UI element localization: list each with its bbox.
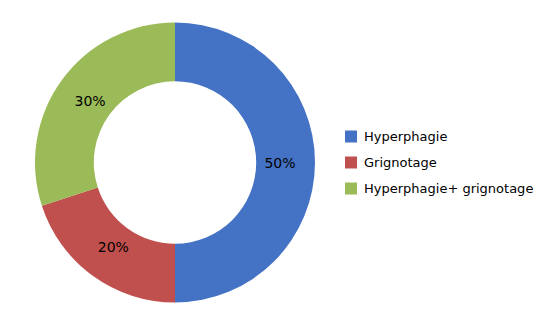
chart: 50%20%30%HyperphagieGrignotageHyperphagi… <box>0 0 559 325</box>
data-label: 30% <box>74 93 105 109</box>
data-label: 20% <box>98 239 129 255</box>
legend-label: Hyperphagie <box>364 129 447 144</box>
slice <box>42 188 175 303</box>
legend-label: Grignotage <box>364 155 437 170</box>
slice <box>175 23 315 303</box>
legend-swatch <box>345 131 357 143</box>
legend: Hyperphagie Grignotage Hyperphagie+ grigno… <box>345 129 533 196</box>
slice <box>35 23 175 206</box>
legend-swatch <box>345 183 357 195</box>
data-label: 50% <box>264 155 295 171</box>
data-labels: 50% 20% 30% <box>74 93 295 256</box>
slices <box>35 23 315 303</box>
legend-label: Hyperphagie+ grignotage <box>364 181 533 196</box>
legend-swatch <box>345 157 357 169</box>
